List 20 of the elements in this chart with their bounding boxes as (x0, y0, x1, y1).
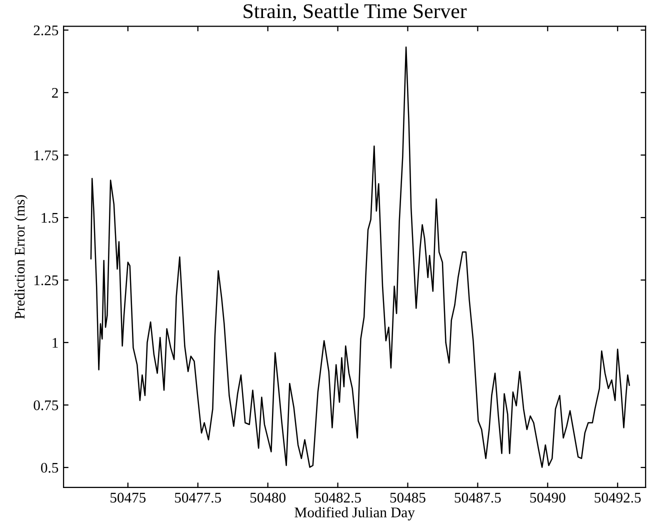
y-tick-label: 1.25 (34, 275, 58, 286)
y-tick-label: 0.5 (41, 462, 58, 473)
x-tick-label: 50487.5 (454, 492, 501, 503)
line-series (90, 46, 630, 468)
x-tick-label: 50480 (250, 492, 286, 503)
x-tick-label: 50485 (390, 492, 426, 503)
y-tick-label: 1.5 (42, 212, 58, 223)
y-tick-label: 1.75 (34, 150, 58, 160)
chart-title: Strain, Seattle Time Server (244, 4, 467, 22)
y-axis-title: Prediction Error (ms) (14, 195, 28, 319)
x-tick-label: 50482.5 (314, 492, 361, 503)
x-tick-label: 50475 (110, 492, 146, 503)
x-tick-label: 50477.5 (175, 492, 221, 503)
y-tick-label: 0.75 (34, 400, 58, 410)
x-axis-title: Modified Julian Day (294, 506, 415, 520)
x-tick-label: 50492.5 (594, 492, 641, 503)
y-tick-label: 1 (52, 338, 58, 348)
x-tick-label: 50490 (530, 492, 566, 503)
y-tick-label: 2.25 (34, 26, 58, 36)
y-tick-label: 2 (52, 88, 58, 98)
